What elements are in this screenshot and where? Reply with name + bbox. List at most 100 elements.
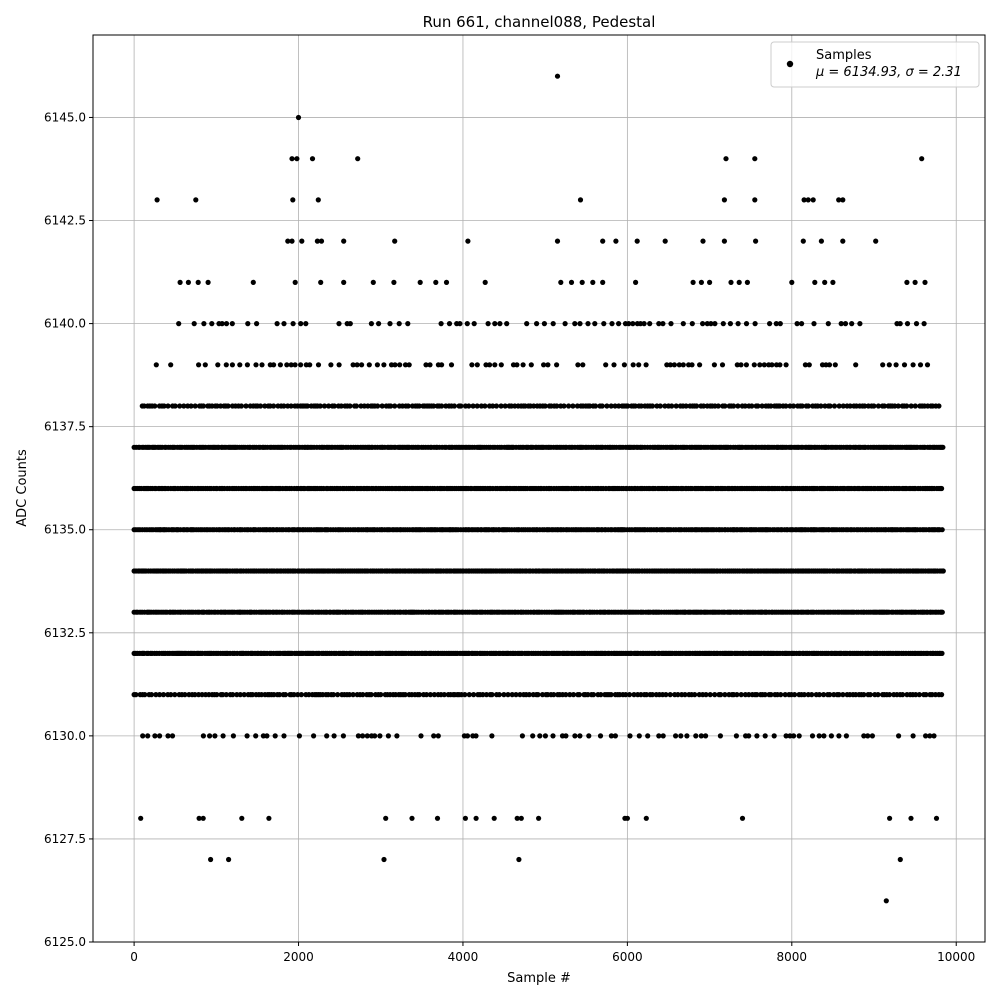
sample-point	[237, 362, 243, 368]
sample-point	[939, 527, 945, 533]
sample-point	[579, 279, 585, 285]
sample-point	[377, 733, 383, 739]
sample-point	[492, 362, 498, 368]
sample-point	[626, 692, 633, 698]
sample-point	[662, 238, 668, 244]
sample-point	[895, 403, 901, 409]
sample-point	[799, 321, 805, 327]
sample-point	[381, 856, 387, 863]
sample-point	[805, 197, 811, 203]
y-tick-label: 6125.0	[44, 935, 86, 949]
sample-point	[778, 692, 784, 698]
sample-point	[827, 692, 833, 698]
sample-point	[392, 362, 398, 368]
sample-point	[554, 403, 560, 409]
sample-point	[524, 321, 530, 327]
sample-point	[309, 156, 316, 162]
sample-point	[284, 362, 290, 368]
sample-point	[418, 733, 424, 739]
sample-point	[810, 197, 816, 203]
sample-point	[182, 692, 188, 698]
sample-point	[145, 733, 151, 739]
sample-point	[777, 321, 783, 327]
sample-point	[212, 733, 218, 739]
sample-point	[318, 238, 325, 244]
sample-point	[208, 856, 214, 863]
sample-point	[244, 733, 250, 739]
sample-point	[743, 321, 750, 327]
sample-point	[828, 733, 835, 739]
sample-point	[315, 362, 322, 368]
sample-point	[545, 362, 551, 368]
sample-point	[290, 321, 296, 327]
sample-point	[321, 403, 328, 409]
sample-point	[612, 733, 619, 739]
sample-point	[621, 362, 628, 368]
sample-point	[331, 733, 337, 739]
sample-point	[290, 197, 296, 203]
sample-point	[534, 321, 540, 327]
y-tick-label: 6140.0	[44, 317, 86, 331]
x-tick-label: 2000	[283, 950, 314, 964]
sample-point	[908, 815, 914, 821]
sample-point	[519, 733, 526, 739]
sample-point	[491, 815, 497, 821]
y-tick-label: 6142.5	[44, 214, 86, 228]
sample-point	[168, 362, 174, 368]
sample-point	[736, 279, 742, 285]
sample-point	[700, 321, 706, 327]
sample-point	[880, 362, 886, 368]
sample-point	[762, 733, 768, 739]
sample-point	[355, 156, 361, 162]
sample-point	[277, 362, 283, 368]
sample-point	[528, 362, 534, 368]
sample-point	[912, 403, 918, 409]
sample-point	[292, 362, 298, 368]
sample-point	[154, 197, 160, 203]
sample-point	[783, 733, 789, 739]
sample-point	[585, 321, 591, 327]
sample-point	[720, 321, 726, 327]
sample-point	[360, 692, 366, 698]
sample-point	[727, 321, 734, 327]
sample-point	[734, 362, 740, 368]
sample-point	[292, 279, 298, 285]
sample-point	[738, 692, 744, 698]
sample-point	[201, 321, 207, 327]
sample-point	[771, 733, 777, 739]
sample-point	[721, 197, 728, 203]
sample-point	[350, 362, 356, 368]
sample-point	[505, 692, 511, 698]
sample-point	[341, 238, 347, 244]
sample-point	[230, 733, 236, 739]
sample-point	[660, 321, 666, 327]
sample-point	[897, 856, 903, 863]
sample-point	[271, 403, 277, 409]
sample-point	[694, 403, 700, 409]
sample-point	[191, 321, 197, 327]
plot-frame	[92, 34, 986, 943]
sample-point	[296, 733, 302, 739]
sample-point	[469, 362, 475, 368]
sample-point	[368, 321, 374, 327]
sample-point	[514, 362, 520, 368]
sample-point	[873, 238, 879, 244]
sample-point	[427, 692, 433, 698]
sample-point	[792, 692, 798, 698]
sample-point	[223, 692, 229, 698]
sample-point	[782, 692, 788, 698]
sample-point	[840, 238, 846, 244]
sample-point	[580, 362, 586, 368]
sample-point	[676, 362, 682, 368]
sample-point	[627, 733, 633, 739]
sample-point	[738, 362, 744, 368]
sample-point	[853, 362, 859, 368]
sample-point	[783, 403, 789, 409]
sample-point	[836, 733, 842, 739]
sample-point	[649, 403, 656, 409]
sample-point	[498, 362, 504, 368]
sample-point	[701, 403, 707, 409]
sample-point	[350, 692, 356, 698]
sample-point	[172, 692, 178, 698]
sample-point	[693, 733, 699, 739]
